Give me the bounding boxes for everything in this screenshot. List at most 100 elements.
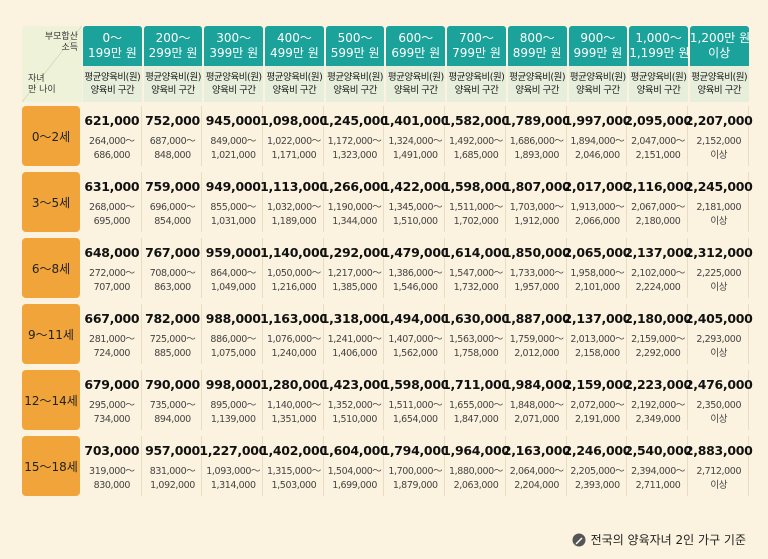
cost-range-low: 268,000～ (89, 201, 135, 213)
avg-cost-value: 1,850,000 (502, 244, 571, 260)
table-corner-header: 부모합산 소득 자녀 만 나이 (22, 26, 82, 102)
cost-range-low: 1,093,000～ (206, 465, 261, 477)
cost-range-label: 양육비 구간 (575, 85, 620, 96)
table-cell: 959,000 864,000～ 1,049,000 (204, 238, 264, 298)
table-cell: 2,312,000 2,225,000 이상 (685, 238, 753, 298)
table-cell: 1,582,000 1,492,000～ 1,685,000 (442, 106, 510, 166)
table-cell: 621,000 264,000～ 686,000 (83, 106, 142, 166)
table-cell: 998,000 895,000～ 1,139,000 (204, 370, 264, 430)
cost-range-label: 양육비 구간 (211, 85, 256, 96)
cost-range-low: 1,700,000～ (388, 465, 443, 477)
column-subheader: 평균양육비(원) 양육비 구간 (507, 66, 567, 102)
avg-cost-value: 1,318,000 (320, 310, 389, 326)
cost-range-high: 734,000 (93, 413, 131, 425)
avg-cost-value: 2,207,000 (684, 112, 753, 128)
age-group-label: 6～8세 (22, 238, 80, 298)
avg-cost-label: 평균양육비(원) (266, 72, 323, 83)
table-cell: 2,476,000 2,350,000 이상 (685, 370, 753, 430)
table-cell: 2,137,000 2,102,000～ 2,224,000 (624, 238, 692, 298)
cost-range-low: 2,159,000～ (631, 333, 685, 345)
cost-range-low: 735,000～ (149, 399, 196, 411)
cost-range-low: 1,022,000～ (266, 135, 321, 147)
avg-cost-value: 2,246,000 (563, 442, 632, 458)
cost-range-label: 양육비 구간 (151, 85, 195, 96)
avg-cost-value: 1,098,000 (260, 112, 328, 128)
income-bracket-line1: 700～ (459, 31, 494, 45)
cost-range-high: 1,685,000 (453, 149, 499, 161)
avg-cost-value: 667,000 (84, 310, 140, 326)
cost-range-high: 1,957,000 (514, 281, 560, 293)
cost-range-low: 864,000～ (210, 267, 257, 279)
cost-range-high: 1,699,000 (332, 479, 377, 491)
avg-cost-value: 1,598,000 (381, 376, 450, 392)
avg-cost-label: 평균양육비(원) (630, 72, 687, 83)
cost-range-low: 1,511,000～ (388, 399, 443, 411)
avg-cost-value: 1,997,000 (563, 112, 632, 128)
avg-cost-label: 평균양육비(원) (327, 72, 384, 83)
cost-range-label: 양육비 구간 (333, 85, 377, 96)
cost-range-low: 1,686,000～ (509, 135, 564, 147)
cost-range-low: 1,655,000～ (449, 399, 503, 411)
cost-range-high: 2,071,000 (514, 413, 560, 425)
cost-range-low: 1,032,000～ (266, 201, 321, 213)
avg-cost-value: 1,227,000 (199, 442, 268, 458)
table-cell: 949,000 855,000～ 1,031,000 (204, 172, 264, 232)
cost-range-low: 2,064,000～ (509, 465, 564, 477)
income-bracket-line1: 400～ (276, 31, 312, 45)
avg-cost-value: 1,163,000 (260, 310, 328, 326)
avg-cost-value: 1,630,000 (442, 310, 510, 326)
cost-range-low: 1,076,000～ (266, 333, 321, 345)
table-cell: 2,095,000 2,047,000～ 2,151,000 (624, 106, 692, 166)
avg-cost-value: 1,292,000 (320, 244, 389, 260)
avg-cost-value: 1,401,000 (381, 112, 450, 128)
cost-range-low: 2,067,000～ (631, 201, 685, 213)
income-bracket-line2: 499만 원 (270, 46, 319, 60)
cost-range-low: 1,733,000～ (509, 267, 564, 279)
cost-range-low: 1,759,000～ (509, 333, 564, 345)
avg-cost-value: 2,180,000 (624, 310, 692, 326)
cost-range-low: 855,000～ (210, 201, 257, 213)
cost-range-low: 281,000～ (89, 333, 135, 345)
cost-range-high: 1,314,000 (210, 479, 256, 491)
corner-age-label: 자녀 만 나이 (28, 74, 56, 96)
cost-range-low: 1,504,000～ (327, 465, 382, 477)
cost-range-high: 1,139,000 (210, 413, 256, 425)
income-bracket-line1: 900～ (580, 31, 616, 45)
cost-range-low: 831,000～ (149, 465, 196, 477)
cost-range-high: 848,000 (154, 149, 191, 161)
avg-cost-value: 1,479,000 (381, 244, 450, 260)
avg-cost-label: 평균양육비(원) (691, 72, 748, 83)
cost-range-high: 1,503,000 (271, 479, 317, 491)
cost-range-high: 1,510,000 (392, 215, 438, 227)
table-cell: 1,598,000 1,511,000～ 1,702,000 (442, 172, 510, 232)
avg-cost-value: 2,163,000 (502, 442, 571, 458)
cost-range-label: 양육비 구간 (636, 85, 681, 96)
table-cell: 988,000 886,000～ 1,075,000 (204, 304, 264, 364)
cost-range-high: 854,000 (154, 215, 191, 227)
income-bracket-line1: 0～ (102, 31, 123, 45)
avg-cost-value: 1,280,000 (260, 376, 328, 392)
avg-cost-value: 631,000 (84, 178, 140, 194)
cost-range-low: 708,000～ (149, 267, 196, 279)
column-subheader: 평균양육비(원) 양육비 구간 (265, 66, 324, 102)
cost-range-high: 이상 (710, 479, 728, 491)
avg-cost-value: 1,598,000 (442, 178, 510, 194)
avg-cost-value: 959,000 (205, 244, 261, 260)
table-cell: 1,984,000 1,848,000～ 2,071,000 (503, 370, 571, 430)
table-cell: 1,711,000 1,655,000～ 1,847,000 (442, 370, 510, 430)
avg-cost-label: 평균양육비(원) (509, 72, 566, 83)
income-bracket-header: 200～ 299만 원 (143, 26, 203, 66)
cost-range-low: 1,511,000～ (449, 201, 503, 213)
column-subheader: 평균양육비(원) 양육비 구간 (325, 66, 385, 102)
cost-range-high: 1,546,000 (392, 281, 438, 293)
cost-range-low: 1,352,000～ (327, 399, 382, 411)
income-bracket-line1: 600～ (398, 31, 434, 45)
cost-range-low: 2,225,000 (696, 267, 742, 279)
cost-range-high: 1,879,000 (392, 479, 438, 491)
table-cell: 667,000 281,000～ 724,000 (83, 304, 142, 364)
cost-range-high: 2,151,000 (635, 149, 681, 161)
income-bracket-line2: 699만 원 (391, 46, 441, 60)
cost-range-low: 1,386,000～ (388, 267, 443, 279)
table-cell: 1,479,000 1,386,000～ 1,546,000 (381, 238, 449, 298)
income-bracket-line2: 899만 원 (512, 46, 562, 60)
